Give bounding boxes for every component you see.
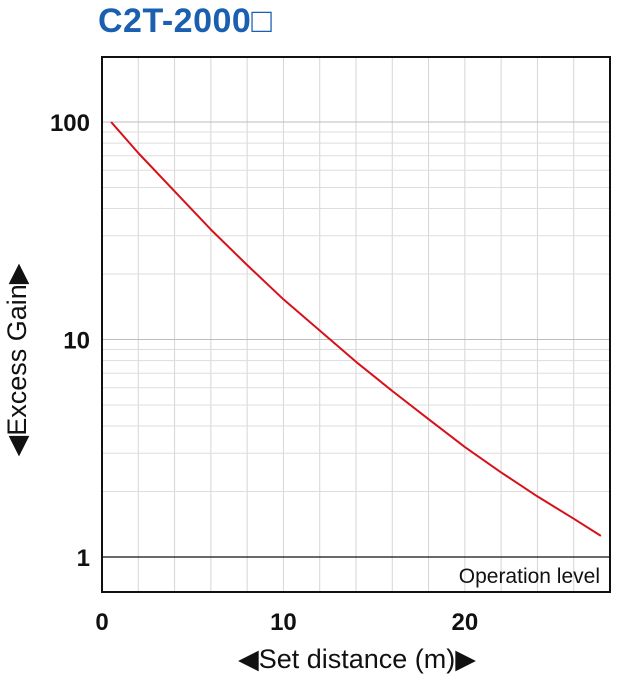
y-tick-labels: 1 10 100: [50, 110, 90, 572]
y-axis-label: ◀Excess Gain▶: [2, 263, 32, 456]
chart-title: C2T-2000□: [98, 2, 273, 40]
x-tick-label: 0: [95, 609, 108, 636]
x-tick-label: 10: [270, 609, 297, 636]
x-tick-label: 20: [452, 609, 479, 636]
y-tick-label: 10: [63, 328, 90, 355]
operation-level-label: Operation level: [459, 565, 600, 588]
series-line-0: [110, 121, 602, 537]
y-tick-label: 100: [50, 110, 90, 137]
plot-frame: [101, 56, 611, 593]
x-axis-label: ◀Set distance (m)▶: [238, 644, 476, 674]
series-layer: [110, 121, 602, 537]
y-tick-label: 1: [77, 545, 90, 572]
x-tick-labels: 0 10 20: [95, 609, 478, 636]
gridlines: [102, 57, 610, 592]
